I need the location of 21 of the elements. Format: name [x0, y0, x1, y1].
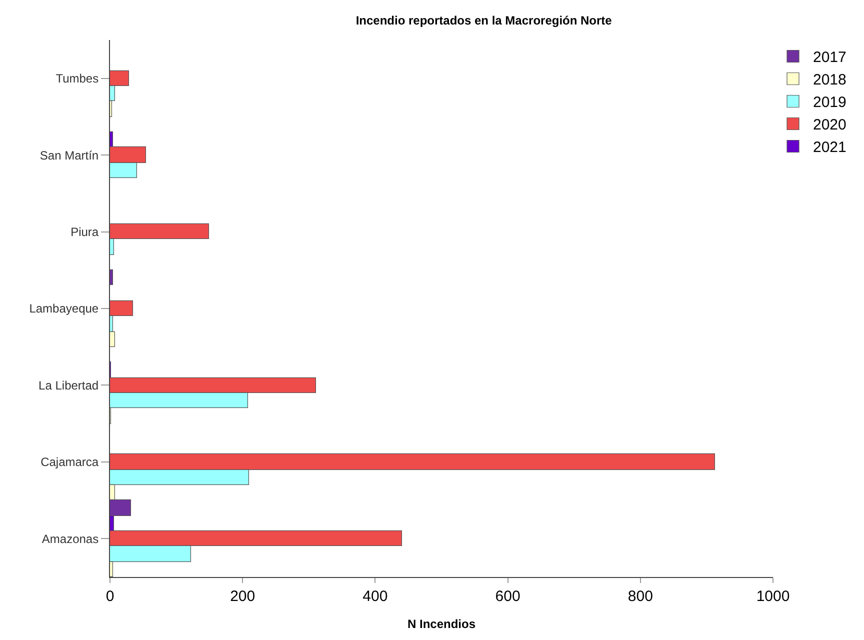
- legend-label: 2020: [813, 116, 846, 134]
- x-tick-label: 0: [106, 588, 114, 605]
- legend-label: 2017: [813, 49, 846, 66]
- y-tick-label: San Martín: [40, 148, 99, 162]
- chart-title: Incendio reportados en la Macroregión Norte: [356, 13, 612, 28]
- y-tick-label: Piura: [70, 224, 99, 239]
- y-tick-label: Cajamarca: [40, 455, 99, 470]
- bar: [110, 269, 113, 285]
- x-tick-label: 200: [230, 588, 256, 605]
- y-tick-label: La Libertad: [38, 378, 99, 392]
- legend-label: 2019: [813, 94, 846, 112]
- legend-label: 2021: [813, 139, 846, 156]
- x-tick-label: 400: [362, 588, 388, 605]
- x-tick-label: 600: [495, 588, 520, 605]
- y-tick-label: Tumbes: [56, 72, 99, 86]
- x-axis-title: N Incendios: [407, 616, 476, 631]
- y-tick-label: Amazonas: [42, 532, 99, 546]
- x-tick-label: 800: [628, 588, 653, 605]
- legend-label: 2018: [813, 72, 846, 89]
- y-tick-label: Lambayeque: [29, 302, 99, 316]
- x-tick-label: 1000: [756, 588, 790, 605]
